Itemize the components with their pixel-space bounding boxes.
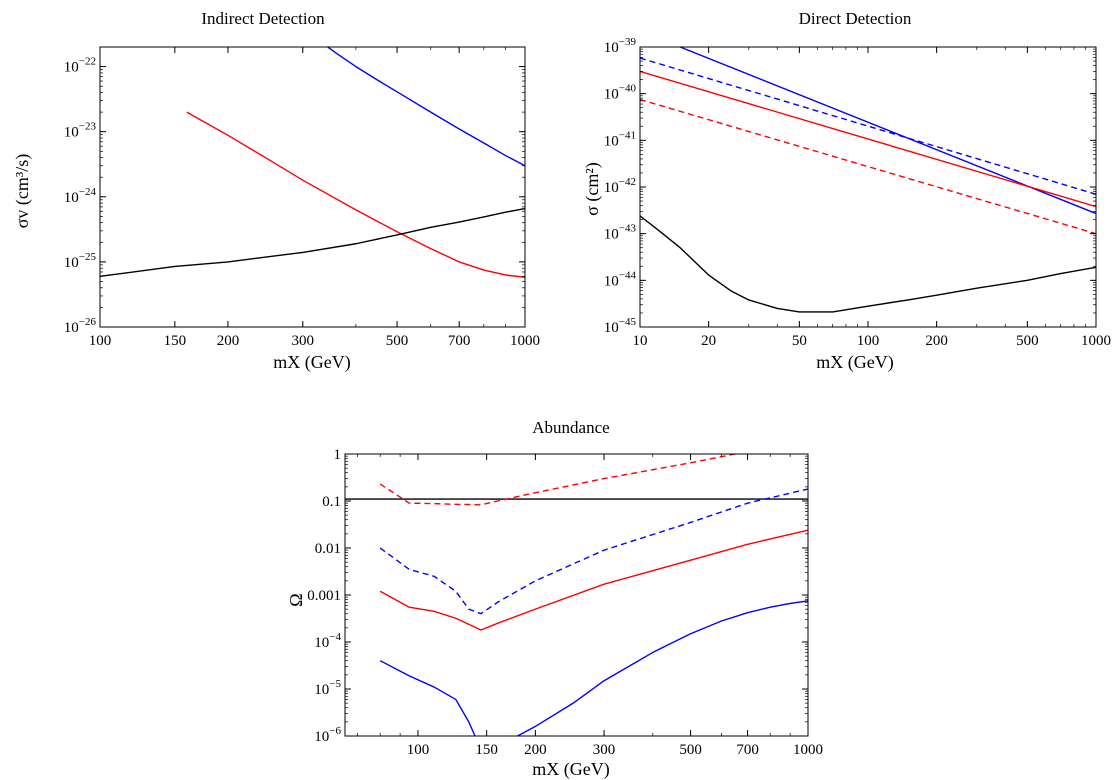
y-tick-label: 10−5 — [314, 678, 341, 698]
y-tick-label: 10−43 — [604, 223, 637, 243]
chart-title: Direct Detection — [799, 9, 912, 28]
series-line-3 — [379, 529, 808, 631]
x-tick-label: 1000 — [793, 742, 823, 758]
x-tick-label: 1000 — [510, 333, 540, 349]
y-tick-label: 10−45 — [604, 316, 637, 336]
direct-detection-panel: Direct Detection mX (GeV) σ (cm²) 10 20 50… — [582, 9, 1111, 373]
x-tick-label: 200 — [524, 742, 547, 758]
y-tick-label: 10−42 — [604, 176, 636, 196]
plot-frame — [344, 453, 809, 737]
y-axis-label: Ω — [286, 593, 306, 606]
x-tick-label: 150 — [475, 742, 498, 758]
y-tick-label: 10−23 — [64, 121, 97, 141]
x-axis-label: mX (GeV) — [532, 759, 609, 780]
x-tick-label: 500 — [1016, 333, 1039, 349]
x-tick-label: 100 — [89, 333, 112, 349]
series-line-4 — [640, 215, 1096, 313]
x-tick-label: 300 — [593, 742, 616, 758]
y-tick-label: 0.1 — [322, 494, 341, 510]
x-tick-label: 150 — [164, 333, 187, 349]
y-tick-label: 10−25 — [64, 251, 97, 271]
y-tick-label: 10−22 — [64, 56, 96, 76]
abundance-panel: Abundance mX (GeV) Ω 100 150 200 300 500 700 1… — [286, 418, 823, 780]
x-tick-label: 700 — [448, 333, 471, 349]
y-axis-label: σ (cm²) — [582, 162, 603, 216]
y-tick-label: 0.001 — [307, 588, 341, 604]
y-tick-label: 10−24 — [64, 186, 97, 206]
y-tick-label: 1 — [334, 447, 342, 463]
y-tick-label: 10−6 — [314, 725, 341, 745]
series-line-4 — [379, 660, 476, 736]
series-line-2 — [379, 488, 808, 615]
x-tick-label: 10 — [633, 333, 648, 349]
series-line-2 — [640, 70, 1096, 208]
x-tick-label: 300 — [292, 333, 315, 349]
x-tick-label: 100 — [857, 333, 880, 349]
chart-title: Indirect Detection — [201, 9, 325, 28]
series-line-1 — [640, 57, 1096, 195]
plot-frame — [99, 46, 526, 328]
x-tick-label: 20 — [701, 333, 716, 349]
series-line-3 — [640, 98, 1096, 235]
y-tick-label: 10−26 — [64, 316, 97, 336]
series-group — [100, 47, 525, 278]
y-tick-label: 10−40 — [604, 83, 637, 103]
x-tick-label: 700 — [736, 742, 759, 758]
series-line-5 — [517, 600, 808, 736]
series-line-1 — [186, 111, 525, 278]
x-tick-label: 1000 — [1081, 333, 1111, 349]
series-line-1 — [379, 454, 736, 506]
series-group — [345, 454, 808, 736]
series-line-0 — [326, 47, 525, 167]
x-tick-label: 200 — [925, 333, 948, 349]
chart-title: Abundance — [532, 418, 609, 437]
y-tick-label: 10−39 — [604, 36, 637, 56]
x-tick-label: 500 — [679, 742, 702, 758]
y-tick-label: 10−4 — [314, 631, 341, 651]
x-axis-label: mX (GeV) — [816, 352, 893, 373]
indirect-detection-panel: Indirect Detection mX (GeV) σv (cm³/s) 1… — [12, 9, 540, 373]
y-tick-label: 10−44 — [604, 269, 637, 289]
y-axis-label: σv (cm³/s) — [12, 154, 33, 229]
x-axis-label: mX (GeV) — [273, 352, 350, 373]
x-tick-label: 200 — [217, 333, 240, 349]
series-line-2 — [100, 207, 525, 278]
x-tick-label: 500 — [386, 333, 409, 349]
series-group — [640, 47, 1096, 313]
y-tick-label: 10−41 — [604, 129, 636, 149]
x-tick-label: 100 — [407, 742, 430, 758]
y-tick-label: 0.01 — [315, 541, 341, 557]
x-tick-label: 50 — [792, 333, 807, 349]
